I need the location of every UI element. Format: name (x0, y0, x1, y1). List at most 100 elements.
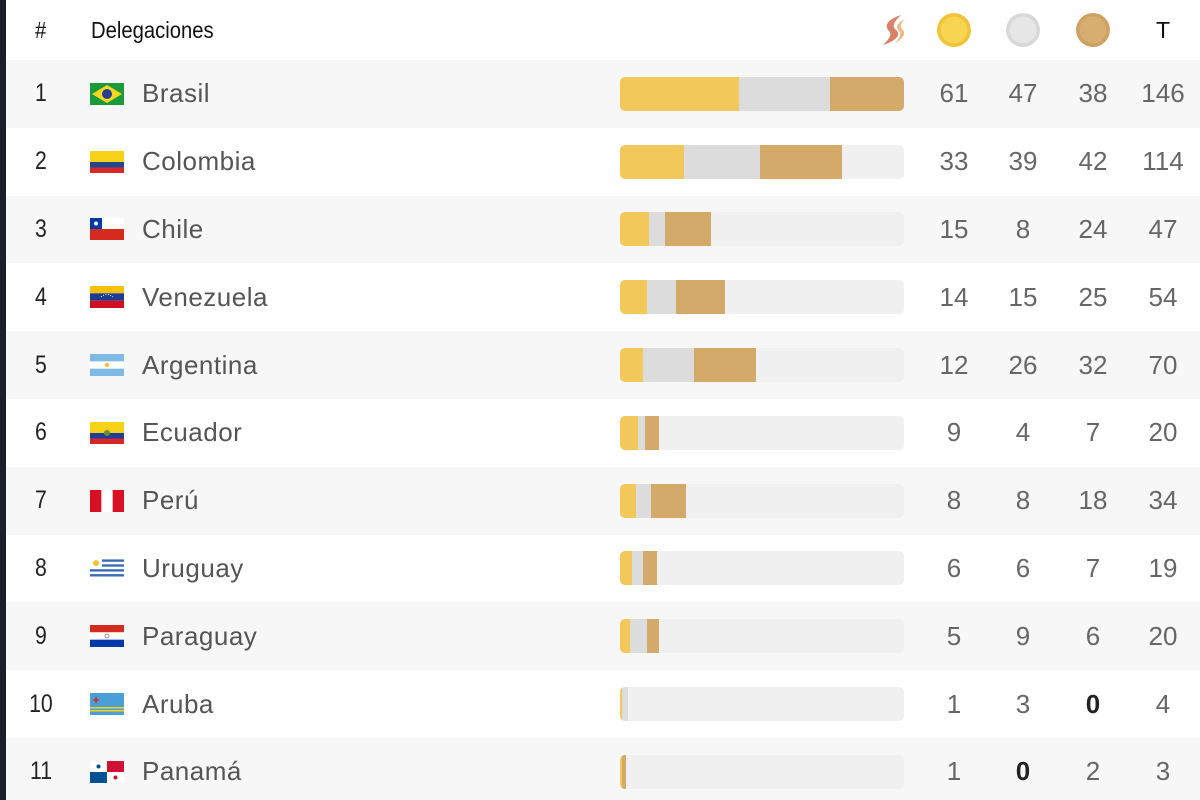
medal-bar-track (620, 76, 904, 111)
rank-cell: 9 (6, 602, 76, 670)
rank-value: 2 (35, 147, 47, 176)
gold-bar-segment (620, 76, 739, 111)
country-cell[interactable]: Perú (142, 467, 199, 535)
total-count: 54 (1148, 281, 1178, 312)
gold-count: 1 (946, 756, 962, 787)
silver-bar-segment (684, 144, 761, 179)
total-count: 114 (1142, 146, 1184, 177)
medal-bar (620, 602, 906, 670)
medal-bar (620, 535, 906, 603)
medal-bar-track (620, 551, 904, 586)
total-count: 4 (1155, 688, 1171, 719)
country-cell[interactable]: Paraguay (142, 602, 257, 670)
total-count: 20 (1148, 417, 1178, 448)
country-name[interactable]: Colombia (142, 146, 256, 177)
medal-bar (620, 196, 906, 264)
rank-cell: 11 (6, 738, 76, 800)
country-cell[interactable]: Chile (142, 196, 204, 264)
gold-bar-segment (620, 619, 630, 654)
table-row[interactable]: 2 Colombia 33 39 42 114 (6, 127, 1200, 196)
table-row[interactable]: 11 Panamá 1 0 2 3 (6, 737, 1200, 800)
country-name[interactable]: Ecuador (142, 417, 243, 448)
medal-bar-track (620, 212, 904, 247)
country-name[interactable]: Chile (142, 213, 204, 244)
table-row[interactable]: 5 Argentina 12 26 32 70 (6, 331, 1200, 399)
silver-bar-segment (643, 348, 694, 383)
country-name[interactable]: Brasil (142, 78, 211, 109)
gold-bar-segment (620, 415, 638, 450)
table-row[interactable]: 1 Brasil 61 47 38 146 (6, 60, 1200, 128)
rank-cell: 5 (6, 331, 76, 399)
gold-count: 1 (946, 688, 962, 719)
country-name[interactable]: Venezuela (142, 281, 268, 312)
aruba-flag-icon (90, 670, 126, 738)
rank-cell: 10 (6, 670, 76, 738)
silver-count: 39 (1008, 146, 1038, 177)
total-count: 19 (1148, 552, 1178, 583)
total-count: 20 (1148, 620, 1178, 651)
brazil-flag-icon (90, 60, 126, 128)
country-name[interactable]: Paraguay (142, 620, 258, 651)
country-name[interactable]: Perú (142, 485, 199, 516)
gold-count: 15 (939, 213, 969, 244)
silver-bar-segment (621, 687, 628, 722)
games-logo-icon (874, 0, 914, 60)
bronze-bar-segment (830, 76, 904, 111)
bronze-count: 32 (1078, 349, 1108, 380)
medal-bar (620, 128, 906, 196)
country-cell[interactable]: Colombia (142, 128, 256, 196)
gold-count: 12 (939, 349, 969, 380)
country-name[interactable]: Uruguay (142, 552, 244, 583)
country-cell[interactable]: Argentina (142, 331, 258, 399)
gold-count: 9 (946, 417, 962, 448)
table-body: 1 Brasil 61 47 38 146 2 Colombia 33 39 42 114 3 Chile… (6, 60, 1200, 800)
bronze-count: 24 (1078, 213, 1108, 244)
silver-count: 47 (1008, 78, 1038, 109)
delegations-header-label: Delegaciones (91, 16, 214, 43)
bronze-bar-segment (664, 212, 712, 247)
silver-count: 9 (1015, 620, 1031, 651)
country-name[interactable]: Aruba (142, 688, 214, 719)
country-cell[interactable]: Venezuela (142, 263, 268, 331)
table-row[interactable]: 4 Venezuela 14 15 25 54 (6, 263, 1200, 332)
medal-bar (620, 467, 906, 535)
rank-value: 9 (35, 621, 47, 650)
rank-cell: 8 (6, 535, 76, 603)
table-row[interactable]: 10 Aruba 1 3 0 4 (6, 670, 1200, 738)
rank-value: 1 (35, 79, 47, 108)
rank-value: 11 (29, 757, 53, 786)
bronze-bar-segment (760, 144, 842, 179)
country-name[interactable]: Panamá (142, 756, 242, 787)
panama-flag-icon (90, 738, 126, 800)
bronze-bar-segment (643, 551, 657, 586)
total-count: 47 (1148, 213, 1178, 244)
total-count: 34 (1148, 485, 1178, 516)
rank-value: 4 (35, 282, 47, 311)
country-cell[interactable]: Panamá (142, 738, 242, 800)
table-row[interactable]: 7 Perú 8 8 18 34 (6, 466, 1200, 535)
silver-bar-segment (631, 551, 644, 586)
silver-bar-segment (738, 76, 831, 111)
bronze-bar-segment (621, 754, 626, 789)
table-row[interactable]: 9 Paraguay 5 9 6 20 (6, 602, 1200, 671)
rank-value: 10 (29, 689, 53, 718)
medal-bar (620, 60, 906, 128)
country-cell[interactable]: Uruguay (142, 535, 244, 603)
rank-value: 8 (35, 553, 47, 582)
table-header: # Delegaciones T (6, 0, 1200, 60)
paraguay-flag-icon (90, 602, 126, 670)
country-cell[interactable]: Brasil (142, 60, 210, 128)
chile-flag-icon (90, 196, 126, 264)
country-cell[interactable]: Aruba (142, 670, 214, 738)
gold-count: 8 (946, 485, 962, 516)
table-row[interactable]: 8 Uruguay 6 6 7 19 (6, 534, 1200, 603)
bronze-medal-icon (1076, 0, 1110, 60)
rank-cell: 6 (6, 399, 76, 467)
table-row[interactable]: 3 Chile 15 8 24 47 (6, 195, 1200, 264)
delegations-header: Delegaciones (91, 0, 230, 60)
country-cell[interactable]: Ecuador (142, 399, 242, 467)
rank-cell: 7 (6, 467, 76, 535)
gold-bar-segment (620, 483, 636, 518)
country-name[interactable]: Argentina (142, 349, 258, 380)
table-row[interactable]: 6 Ecuador 9 4 7 20 (6, 398, 1200, 467)
